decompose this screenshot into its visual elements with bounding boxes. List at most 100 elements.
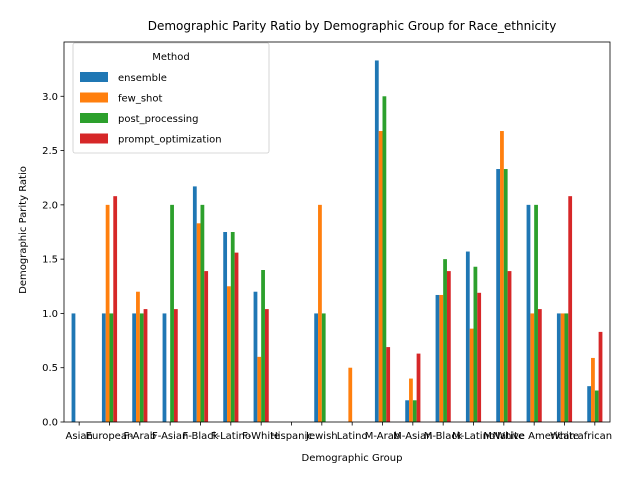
bar-post_processing-M-Arab [382,96,387,422]
bar-post_processing-Jewish [321,313,326,422]
legend-label-few_shot: few_shot [118,94,163,105]
bar-post_processing-M-Asian [412,400,417,422]
y-tick-label: 0.5 [42,363,58,374]
bar-prompt_optimization-M-Arab [386,347,391,422]
x-tick-label: European [86,431,134,442]
bar-ensemble-Jewish [314,313,319,422]
bar-post_processing-White [564,313,569,422]
bar-few_shot-Native American [530,313,535,422]
plot-frame [63,41,611,423]
bar-post_processing-F-Latino [230,232,235,422]
bar-prompt_optimization-M-Black [446,271,451,422]
bar-ensemble-M-Black [435,294,440,422]
bar-few_shot-European [105,204,110,422]
bar-post_processing-M-Latino [473,266,478,422]
legend-label-ensemble: ensemble [118,73,167,84]
bar-ensemble-European [101,313,106,422]
bar-post_processing-F-Asian [170,204,174,422]
x-tick-label: White [550,431,579,442]
bar-few_shot-M-Latino [469,328,474,422]
bar-ensemble-White [556,313,561,422]
bar-ensemble-M-White [496,169,501,422]
bar-post_processing-M-White [503,169,508,422]
y-tick-label: 3.0 [42,92,58,103]
bar-few_shot-M-White [500,131,504,422]
chart-title: Demographic Parity Ratio by Demographic … [148,19,557,33]
bar-ensemble-Native American [526,204,531,422]
bar-ensemble-F-Black [192,186,197,422]
bar-ensemble-M-Asian [405,400,410,422]
bar-ensemble-M-Arab [374,60,379,423]
x-tick-label: M-Black [424,431,463,442]
x-tick-label: F-Asian [152,431,188,442]
legend-title: Method [152,52,190,63]
x-tick-label: F-Black [182,431,218,442]
x-tick-label: Asian [66,431,93,442]
x-tick-label: M-Arab [365,431,400,442]
bar-few_shot-Jewish [318,204,322,422]
bar-few_shot-F-Latino [227,286,231,422]
x-axis-label: Demographic Group [302,453,403,464]
bar-prompt_optimization-F-Asian [173,309,178,422]
bar-post_processing-M-Black [443,259,447,422]
legend-items: ensemble few_shot post_processing prompt_op… [80,72,222,146]
bar-post_processing-F-Black [200,204,205,422]
bar-ensemble-F-Latino [223,232,228,422]
x-tick-label: Hispanic [270,431,313,442]
y-tick-label: 1.0 [42,309,58,320]
bar-post_processing-F-Arab [139,313,144,422]
y-tick-label: 2.5 [42,146,58,157]
bar-few_shot-M-Black [439,294,444,422]
y-axis-label: Demographic Parity Ratio [18,166,29,294]
x-tick-label: F-Arab [124,431,157,442]
legend-swatch-ensemble [80,72,108,82]
y-tick-label: 2.0 [42,200,58,211]
y-tick-label: 1.5 [42,255,58,266]
y-axis: 0.0 0.5 1.0 1.5 2.0 2.5 3.0 [42,92,64,429]
bar-ensemble-M-Latino [465,251,470,422]
legend-swatch-post_processing [80,113,108,123]
bar-few_shot-White [560,313,565,422]
legend-label-post_processing: post_processing [118,114,199,125]
bar-post_processing-Native American [534,204,538,422]
bar-ensemble-F-Asian [162,313,167,422]
bar-prompt_optimization-F-Latino [234,252,239,422]
x-axis: AsianEuropeanF-ArabF-AsianF-BlackF-Latin… [66,422,613,442]
x-tick-label: M-Latino [452,431,495,442]
bar-ensemble-F-White [253,291,258,422]
bar-few_shot-F-Arab [136,291,140,422]
x-tick-label: F-White [242,431,280,442]
bar-prompt_optimization-Native American [537,309,542,422]
bar-ensemble-Asian [71,313,76,422]
x-tick-label: F-Latino [211,431,251,442]
bar-few_shot-M-Arab [378,131,383,422]
bar-post_processing-african [594,390,599,422]
x-tick-label: M-Asian [393,431,432,442]
x-tick-label: M-White [483,431,524,442]
x-tick-label: Latino [337,431,368,442]
bar-few_shot-F-White [257,356,262,422]
bar-few_shot-african [591,357,595,422]
legend-box [72,42,270,154]
y-tick-label: 0.0 [42,418,58,429]
bar-prompt_optimization-F-Black [204,271,209,422]
legend-swatch-few_shot [80,92,108,103]
bar-few_shot-F-Black [196,223,201,422]
bar-prompt_optimization-F-White [264,309,269,422]
x-tick-label: Native American [493,431,576,442]
bar-ensemble-african [587,386,592,422]
bar-prompt_optimization-M-Latino [477,292,482,422]
x-tick-label: african [578,431,613,442]
bar-post_processing-European [109,313,114,422]
legend-swatch-prompt_optimization [80,133,108,144]
bar-prompt_optimization-M-Asian [416,353,421,422]
bars-layer [71,60,603,423]
bar-ensemble-F-Arab [132,313,137,422]
bar-few_shot-Latino [348,367,353,422]
bar-few_shot-M-Asian [409,378,413,422]
x-tick-label: Jewish [305,431,338,442]
legend: Method ensemble few_shot post_processingpr… [72,42,270,154]
bar-prompt_optimization-F-Arab [143,309,148,422]
bar-prompt_optimization-african [598,331,603,422]
